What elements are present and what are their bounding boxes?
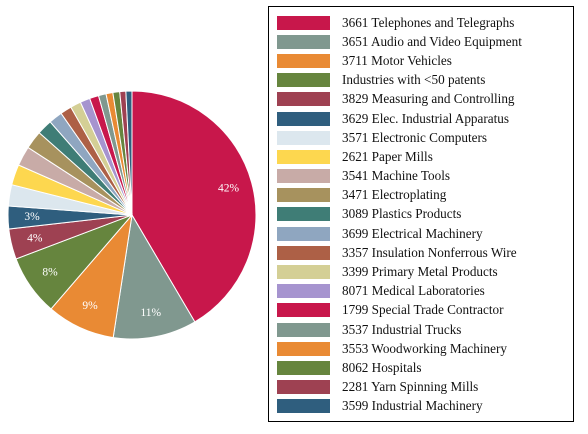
- legend-swatch: [277, 53, 330, 68]
- legend-label: 3357 Insulation Nonferrous Wire: [342, 244, 517, 260]
- legend-swatch: [277, 380, 330, 395]
- pie-chart: 42% 11% 9% 8% 4% 3%: [7, 90, 257, 340]
- legend-item: 2621 Paper Mills: [277, 147, 573, 166]
- legend-label: 3599 Industrial Machinery: [342, 398, 483, 414]
- pie-labels: 42% 11% 9% 8% 4% 3%: [24, 183, 239, 320]
- legend-item: 3651 Audio and Video Equipment: [277, 32, 573, 51]
- legend-swatch: [277, 341, 330, 356]
- legend-label: 3537 Industrial Trucks: [342, 321, 462, 337]
- legend-swatch: [277, 130, 330, 145]
- slice-value-label: 4%: [27, 233, 43, 245]
- legend-label: 3661 Telephones and Telegraphs: [342, 14, 515, 30]
- legend-label: 3629 Elec. Industrial Apparatus: [342, 110, 510, 126]
- legend-label: 3571 Electronic Computers: [342, 129, 488, 145]
- pie-slice-0: [131, 90, 257, 323]
- legend-swatch: [277, 111, 330, 126]
- slice-value-label: 9%: [82, 300, 98, 312]
- legend-item: 8062 Hospitals: [277, 358, 573, 377]
- legend-swatch: [277, 226, 330, 241]
- legend-label: 3829 Measuring and Controlling: [342, 91, 515, 107]
- legend-item: 3599 Industrial Machinery: [277, 397, 573, 416]
- legend-label: 3711 Motor Vehicles: [342, 52, 452, 68]
- legend-label: 8062 Hospitals: [342, 359, 422, 375]
- legend-swatch: [277, 360, 330, 375]
- legend-swatch: [277, 399, 330, 414]
- legend-swatch: [277, 15, 330, 30]
- legend-label: Industries with <50 patents: [342, 72, 486, 88]
- legend-item: 3829 Measuring and Controlling: [277, 90, 573, 109]
- slice-value-label: 3%: [24, 211, 40, 223]
- legend-item: 3711 Motor Vehicles: [277, 51, 573, 70]
- legend-label: 3541 Machine Tools: [342, 168, 450, 184]
- legend-item: 3357 Insulation Nonferrous Wire: [277, 243, 573, 262]
- legend-item: 8071 Medical Laboratories: [277, 282, 573, 301]
- legend-label: 8071 Medical Laboratories: [342, 283, 485, 299]
- legend-item: 1799 Special Trade Contractor: [277, 301, 573, 320]
- legend-item: 3089 Plastics Products: [277, 205, 573, 224]
- legend-item: 3537 Industrial Trucks: [277, 320, 573, 339]
- legend-item: 2281 Yarn Spinning Mills: [277, 378, 573, 397]
- legend-item: 3541 Machine Tools: [277, 167, 573, 186]
- slice-value-label: 8%: [42, 266, 58, 278]
- legend-swatch: [277, 284, 330, 299]
- legend-label: 3699 Electrical Machinery: [342, 225, 483, 241]
- legend-item: 3699 Electrical Machinery: [277, 224, 573, 243]
- legend-item: 3471 Electroplating: [277, 186, 573, 205]
- legend-item: 3553 Woodworking Machinery: [277, 339, 573, 358]
- legend-item: 3629 Elec. Industrial Apparatus: [277, 109, 573, 128]
- pie-slice-1: [112, 213, 196, 340]
- legend-swatch: [277, 92, 330, 107]
- legend-swatch: [277, 34, 330, 49]
- legend-swatch: [277, 169, 330, 184]
- legend-label: 3553 Woodworking Machinery: [342, 340, 507, 356]
- legend-swatch: [277, 188, 330, 203]
- legend-label: 2621 Paper Mills: [342, 148, 433, 164]
- legend-swatch: [277, 73, 330, 88]
- legend-label: 3651 Audio and Video Equipment: [342, 33, 522, 49]
- legend-swatch: [277, 265, 330, 280]
- legend-label: 1799 Special Trade Contractor: [342, 302, 504, 318]
- legend-label: 2281 Yarn Spinning Mills: [342, 379, 479, 395]
- legend-label: 3089 Plastics Products: [342, 206, 462, 222]
- legend-swatch: [277, 322, 330, 337]
- legend-swatch: [277, 149, 330, 164]
- legend-label: 3471 Electroplating: [342, 187, 447, 203]
- slice-value-label: 42%: [218, 183, 240, 195]
- legend-swatch: [277, 303, 330, 318]
- legend-label: 3399 Primary Metal Products: [342, 264, 498, 280]
- slice-value-label: 11%: [140, 307, 161, 319]
- pie-slice-20: [125, 90, 133, 216]
- pie-slices: [7, 90, 257, 340]
- legend-item: 3399 Primary Metal Products: [277, 262, 573, 281]
- chart-legend: 3661 Telephones and Telegraphs 3651 Audio…: [268, 6, 574, 422]
- legend-item: 3661 Telephones and Telegraphs: [277, 13, 573, 32]
- legend-item: Industries with <50 patents: [277, 71, 573, 90]
- legend-swatch: [277, 207, 330, 222]
- legend-item: 3571 Electronic Computers: [277, 128, 573, 147]
- legend-swatch: [277, 245, 330, 260]
